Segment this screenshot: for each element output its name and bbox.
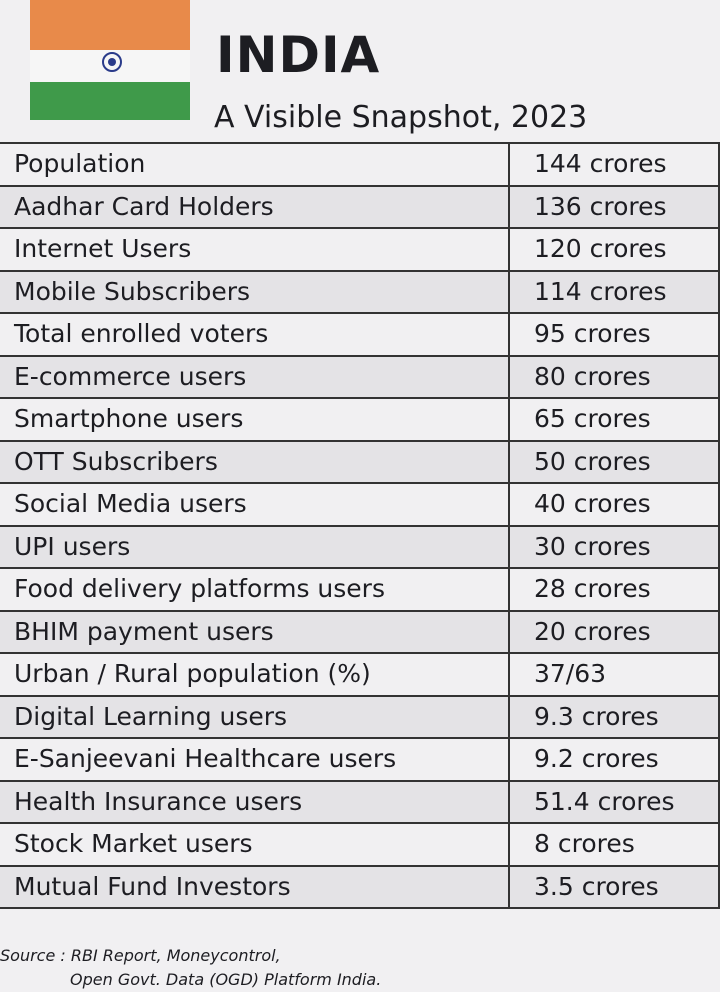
row-label: OTT Subscribers	[14, 446, 218, 476]
row-label: Mobile Subscribers	[14, 276, 251, 306]
row-value: 28 crores	[508, 569, 718, 610]
table-row: OTT Subscribers 50 crores	[0, 441, 718, 484]
row-value: 50 crores	[508, 441, 718, 482]
row-label: Internet Users	[14, 234, 192, 263]
row-label: Urban / Rural population (%)	[14, 659, 371, 688]
row-value: 95 crores	[508, 314, 718, 355]
flag	[30, 0, 190, 120]
row-value: 120 crores	[508, 229, 718, 270]
row-label: E-Sanjeevani Healthcare users	[14, 744, 397, 773]
table-row: Stock Market users 8 crores	[0, 824, 718, 867]
source: Source : RBI Report, Moneycontrol, Open …	[0, 944, 381, 992]
row-label: Smartphone users	[14, 404, 244, 433]
table-row: Social Media users 40 crores	[0, 484, 718, 527]
table-row: Digital Learning users 9.3 crores	[0, 696, 718, 739]
row-label: Mutual Fund Investors	[14, 871, 291, 901]
table-row: Mutual Fund Investors 3.5 crores	[0, 866, 718, 909]
title: INDIA	[216, 26, 381, 84]
row-label: Digital Learning users	[14, 701, 288, 731]
row-label: Total enrolled voters	[14, 319, 269, 348]
row-value: 114 crores	[508, 271, 718, 312]
table-row: Smartphone users 65 crores	[0, 399, 718, 442]
table-row: Total enrolled voters 95 crores	[0, 314, 718, 357]
row-value: 40 crores	[508, 484, 718, 525]
source-line: Open Govt. Data (OGD) Platform India.	[70, 970, 382, 989]
table-row: BHIM payment users 20 crores	[0, 611, 718, 654]
row-label: E-commerce users	[14, 361, 247, 391]
table-row: Urban / Rural population (%) 37/63	[0, 654, 718, 697]
row-value: 65 crores	[508, 399, 718, 440]
row-value: 144 crores	[508, 144, 718, 185]
row-value: 80 crores	[508, 356, 718, 397]
row-value: 9.3 crores	[508, 696, 718, 737]
row-label: Food delivery platforms users	[14, 574, 385, 603]
table-row: Population 144 crores	[0, 144, 718, 187]
row-label: Population	[14, 149, 146, 178]
row-label: UPI users	[14, 531, 131, 561]
table-row: Mobile Subscribers 114 crores	[0, 271, 718, 314]
table-row: Health Insurance users 51.4 crores	[0, 781, 718, 824]
row-value: 9.2 crores	[508, 739, 718, 780]
subtitle: A Visible Snapshot, 2023	[214, 100, 588, 135]
row-value: 136 crores	[508, 186, 718, 227]
row-label: Social Media users	[14, 489, 247, 518]
table-row: E-commerce users 80 crores	[0, 356, 718, 399]
table-row: Food delivery platforms users 28 crores	[0, 569, 718, 612]
row-label: Aadhar Card Holders	[14, 191, 274, 221]
row-value: 51.4 crores	[508, 781, 718, 822]
row-label: Health Insurance users	[14, 786, 303, 816]
table-row: Aadhar Card Holders 136 crores	[0, 186, 718, 229]
table: Population 144 crores Aadhar Card Holders 1…	[0, 142, 720, 909]
source-line: Source : RBI Report, Moneycontrol,	[0, 946, 281, 965]
table-row: Internet Users 120 crores	[0, 229, 718, 272]
row-value: 3.5 crores	[508, 866, 718, 907]
table-row: UPI users 30 crores	[0, 526, 718, 569]
row-value: 8 crores	[508, 824, 718, 865]
row-label: Stock Market users	[14, 829, 253, 858]
row-value: 20 crores	[508, 611, 718, 652]
table-row: E-Sanjeevani Healthcare users 9.2 crores	[0, 739, 718, 782]
row-label: BHIM payment users	[14, 616, 274, 646]
row-value: 37/63	[508, 654, 718, 695]
row-value: 30 crores	[508, 526, 718, 567]
